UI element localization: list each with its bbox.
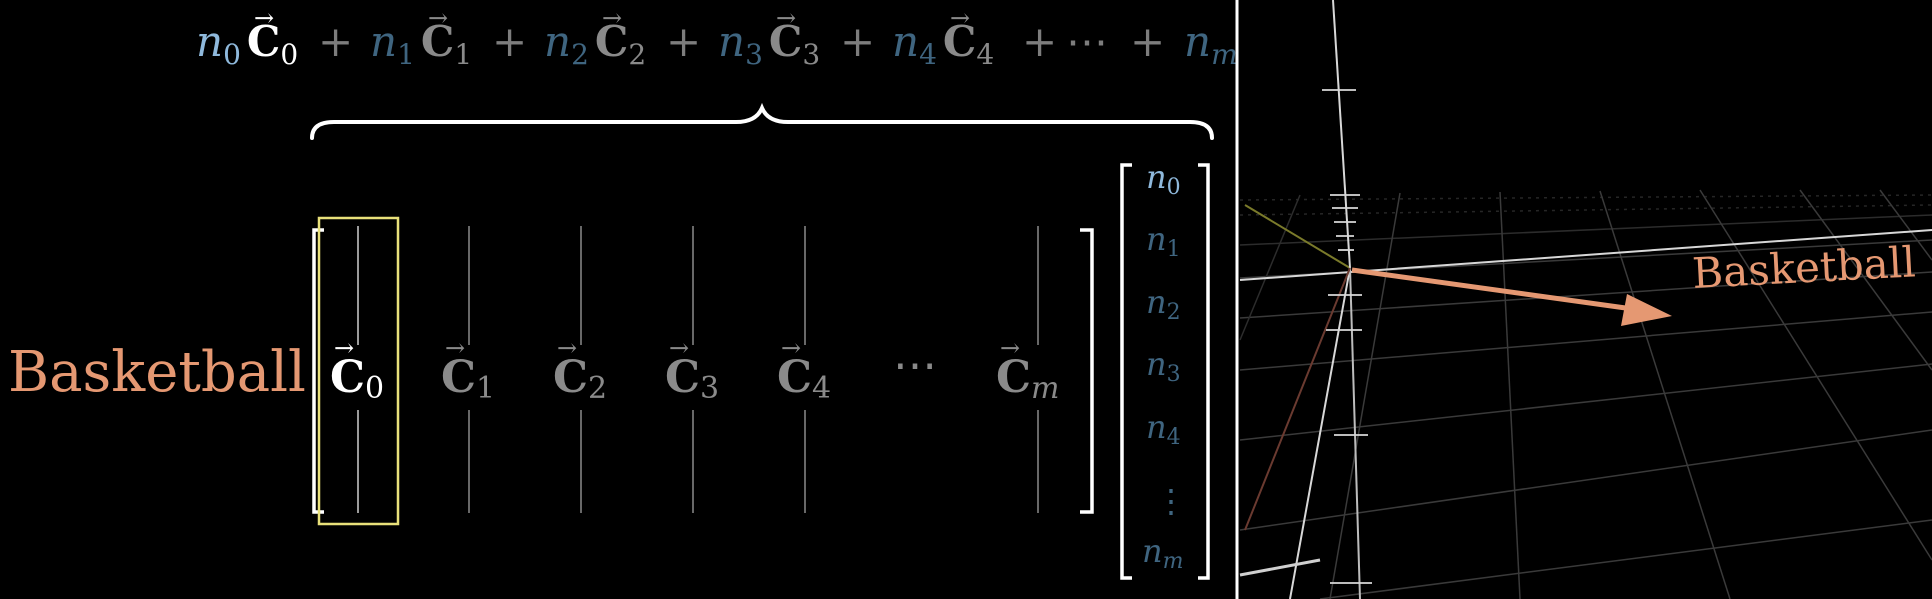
matrix-columns: C0 → C1 → C2 → C3 → C4 → ⋯ Cm →: [330, 226, 1059, 513]
sum-term-1-coef: n: [370, 17, 397, 66]
coef-vector-right-bracket: [1198, 163, 1210, 580]
curly-brace: [310, 102, 1214, 140]
sum-plus-4: +: [1022, 17, 1057, 66]
sum-tail-coef-sub: m: [1211, 38, 1238, 71]
sum-term-3-vec-sub: 3: [802, 38, 820, 71]
sum-term-0-coef-sub: 0: [223, 38, 241, 71]
sum-term-0: n0 C0: [196, 17, 298, 71]
coef-vector-entries: n0 n1 n2 n3 n4 ⋮ nm: [1142, 158, 1187, 574]
column-2-label: C2: [553, 352, 607, 406]
sum-ellipsis: ⋯: [1066, 17, 1108, 66]
coef-vector-left-bracket: [1120, 163, 1132, 580]
column-4-label: C4: [777, 352, 831, 406]
column-m-arrow: →: [1000, 334, 1020, 362]
sum-term-2-vec-sub: 2: [628, 38, 646, 71]
column-ellipsis: ⋯: [893, 340, 937, 391]
sum-plus-5: +: [1130, 17, 1165, 66]
matrix-right-bracket: [1080, 228, 1094, 514]
coef-entry-2: n2: [1146, 283, 1181, 325]
sum-plus-3: +: [840, 17, 875, 66]
sum-term-4-vec: C: [943, 17, 976, 66]
column-3-arrow: →: [669, 334, 689, 362]
z-axis-lower-line: [1289, 267, 1351, 599]
basketball-vector-shaft: [1351, 267, 1641, 313]
column-0-arrow: →: [334, 334, 354, 362]
coef-entry-m: nm: [1142, 532, 1183, 574]
z-axis-line: [1332, 0, 1351, 269]
sum-term-4-coef-sub: 4: [919, 38, 937, 71]
column-3-label: C3: [665, 352, 719, 406]
sum-term-3-coef-sub: 3: [745, 38, 763, 71]
sum-expression: n0 C0 → + n1 C1 → + n2 C2 → + n3 C3 → + n4 C4…: [196, 4, 1238, 71]
ground-edge-line: [1239, 558, 1321, 577]
z-axis-ticks: [1322, 89, 1372, 584]
coef-entry-4: n4: [1146, 408, 1181, 450]
sum-term-1-vec-sub: 1: [454, 38, 472, 71]
column-1-arrow: →: [445, 334, 465, 362]
basketball-vector-label: Basketball: [1691, 237, 1917, 298]
sum-term-4-coef: n: [892, 17, 919, 66]
sum-plus-0: +: [318, 17, 353, 66]
coef-entry-1: n1: [1146, 220, 1181, 262]
row-label-basketball: Basketball: [8, 340, 306, 405]
sum-tail-coef: n: [1184, 17, 1211, 66]
sum-term-1-arrow: →: [428, 4, 448, 32]
ground-grid: [1239, 189, 1932, 599]
column-2-arrow: →: [557, 334, 577, 362]
column-m-label: Cm: [996, 352, 1059, 406]
basketball-vector-arrowhead: [1621, 294, 1672, 326]
sum-term-4-arrow: →: [950, 4, 970, 32]
coef-entry-vdots: ⋮: [1155, 482, 1187, 520]
sum-term-2-vec: C: [595, 17, 628, 66]
column-4-arrow: →: [781, 334, 801, 362]
sum-term-0-vec-sub: 0: [280, 38, 298, 71]
column-0-label: C0: [330, 352, 384, 406]
sum-term-0-coef: n: [196, 17, 223, 66]
sum-term-4: n4 C4: [892, 17, 994, 71]
coef-entry-0: n0: [1146, 158, 1181, 200]
sum-term-1: n1 C1: [370, 17, 472, 71]
sum-term-3-arrow: →: [776, 4, 796, 32]
sum-term-2-arrow: →: [602, 4, 622, 32]
sum-plus-2: +: [666, 17, 701, 66]
column-1-label: C1: [441, 352, 495, 406]
sum-term-3: n3 C3: [718, 17, 820, 71]
sum-term-3-vec: C: [769, 17, 802, 66]
scene-3d: Basketball: [1239, 0, 1932, 599]
sum-plus-1: +: [492, 17, 527, 66]
sum-term-1-coef-sub: 1: [397, 38, 415, 71]
sum-term-3-coef: n: [718, 17, 745, 66]
sum-term-4-vec-sub: 4: [976, 38, 994, 71]
sum-term-0-vec: C: [247, 17, 280, 66]
sum-term-1-vec: C: [421, 17, 454, 66]
sum-term-2-coef-sub: 2: [571, 38, 589, 71]
sum-term-0-arrow: →: [254, 4, 274, 32]
sum-term-2-coef: n: [544, 17, 571, 66]
sum-tail-term: nm: [1184, 17, 1238, 71]
x-axis-negative-line: [1244, 267, 1351, 531]
sum-term-2: n2 C2: [544, 17, 646, 71]
y-axis-line-olive: [1244, 204, 1351, 269]
y-axis-negative-line: [1349, 267, 1361, 599]
coef-entry-3: n3: [1146, 345, 1181, 387]
highlight-box-column-0: [317, 216, 400, 526]
